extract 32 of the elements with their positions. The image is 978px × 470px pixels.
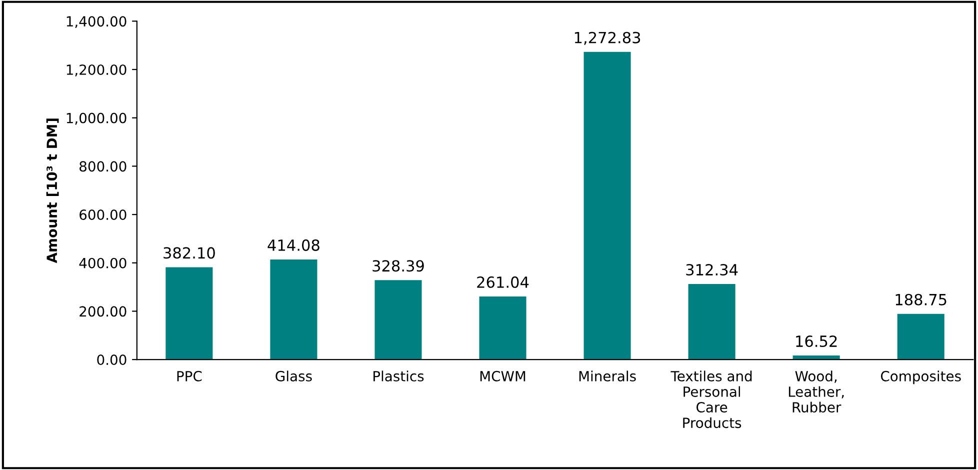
y-tick-label: 1,000.00 — [66, 112, 126, 125]
data-label: 188.75 — [896, 294, 946, 306]
y-axis-title: Amount [10³ t DM] — [46, 118, 59, 264]
x-tick-label: MCWM — [480, 370, 526, 382]
data-label: 328.39 — [372, 260, 424, 272]
data-label: 312.34 — [686, 264, 738, 276]
data-label: 16.52 — [796, 335, 837, 348]
x-tick-label: Plastics — [374, 370, 424, 382]
y-tick-label: 1,400.00 — [66, 16, 126, 28]
bar — [270, 259, 318, 360]
bar — [479, 296, 526, 360]
data-label: 261.04 — [477, 276, 529, 288]
y-tick-label: 600.00 — [80, 209, 126, 220]
y-tick-label: 400.00 — [79, 258, 126, 268]
bar — [374, 280, 422, 360]
bar — [584, 52, 631, 360]
bar — [688, 284, 736, 360]
x-tick-label: Glass — [276, 370, 312, 382]
y-tick-label: 800.00 — [80, 161, 126, 172]
bar — [897, 314, 944, 360]
y-tick-label: 200.00 — [80, 306, 126, 317]
x-tick-label: Minerals — [579, 370, 636, 382]
x-tick-label: Wood, Leather, Rubber — [788, 370, 844, 413]
x-tick-label: Composites — [880, 370, 961, 384]
data-label: 414.08 — [268, 239, 320, 251]
x-tick-label: PPC — [177, 370, 202, 382]
y-tick-label: 0.00 — [97, 354, 126, 366]
data-label: 1,272.83 — [574, 32, 640, 45]
data-label: 382.10 — [164, 247, 215, 259]
bar — [166, 267, 213, 360]
x-tick-label: Textiles and Personal Care Products — [670, 370, 752, 428]
y-tick-label: 1,200.00 — [66, 64, 126, 76]
